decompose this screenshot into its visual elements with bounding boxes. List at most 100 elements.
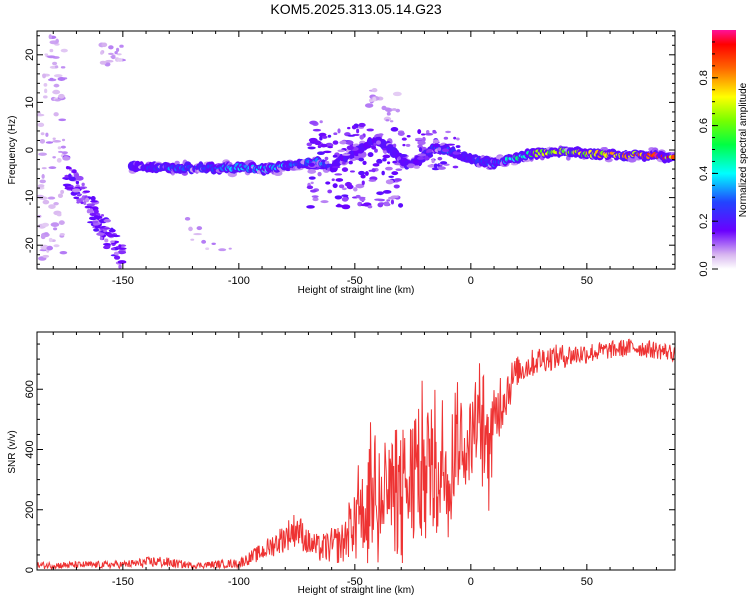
- heatmap-cell: [83, 190, 91, 193]
- heatmap-cell: [53, 202, 59, 206]
- heatmap-cell: [402, 143, 406, 147]
- x-tick-label: -150: [112, 275, 134, 287]
- heatmap-cell: [107, 52, 114, 55]
- heatmap-cell: [382, 154, 391, 159]
- heatmap-cell: [351, 125, 357, 130]
- heatmap-cell: [80, 201, 84, 205]
- heatmap-cell: [103, 229, 107, 233]
- heatmap-cell: [314, 140, 322, 146]
- heatmap-cell: [327, 146, 333, 149]
- colorbar-gradient: [712, 30, 736, 269]
- heatmap-cell: [108, 45, 114, 50]
- heatmap-cell: [73, 196, 80, 200]
- heatmap-cell: [371, 145, 377, 150]
- heatmap-cell: [52, 156, 56, 159]
- heatmap-cell: [379, 202, 385, 205]
- heatmap-cell: [386, 111, 391, 116]
- heatmap-cell: [346, 140, 354, 145]
- heatmap-cell: [319, 120, 323, 124]
- heatmap-cell: [417, 140, 426, 146]
- heatmap-cell: [41, 167, 47, 170]
- heatmap-cell: [111, 234, 121, 238]
- heatmap-cell: [397, 156, 402, 160]
- heatmap-cell: [118, 244, 122, 248]
- heatmap-cell: [92, 220, 99, 224]
- heatmap-cell: [332, 154, 338, 158]
- heatmap-cell: [81, 182, 85, 187]
- x-tick-label: -50: [347, 275, 363, 287]
- colorbar-tick-label: 0.8: [698, 70, 710, 85]
- heatmap-cell: [45, 132, 49, 138]
- heatmap-cell: [68, 173, 72, 179]
- heatmap-cell: [452, 165, 459, 169]
- heatmap-cell: [46, 245, 53, 251]
- heatmap-cell: [184, 217, 191, 221]
- heatmap-cell: [62, 183, 72, 187]
- heatmap-cell: [437, 166, 446, 170]
- heatmap-cell: [88, 216, 98, 221]
- heatmap-cell: [309, 120, 318, 125]
- heatmap-cell: [346, 145, 354, 151]
- heatmap-cell: [41, 222, 50, 227]
- heatmap-cell: [119, 44, 124, 48]
- heatmap-cell: [437, 156, 443, 161]
- heatmap-cell: [312, 197, 319, 202]
- heatmap-cell: [358, 157, 365, 162]
- heatmap-cell: [89, 208, 94, 214]
- heatmap-cell: [376, 158, 383, 164]
- heatmap-cell: [413, 165, 420, 169]
- heatmap-cell: [310, 189, 317, 193]
- heatmap-cell: [386, 161, 391, 165]
- heatmap-cell: [42, 254, 50, 258]
- heatmap-cell: [347, 134, 356, 137]
- heatmap-cell: [421, 133, 426, 136]
- heatmap-cell: [53, 244, 60, 248]
- snr-ylabel: SNR (v/v): [7, 430, 18, 473]
- heatmap-cell: [399, 153, 408, 158]
- heatmap-cell: [397, 131, 405, 136]
- x-tick-label: 50: [581, 576, 593, 588]
- heatmap-cell: [345, 181, 352, 187]
- heatmap-cell: [62, 156, 71, 161]
- heatmap-cell: [71, 169, 77, 174]
- heatmap-cell: [306, 142, 313, 147]
- heatmap-cell: [211, 242, 216, 246]
- y-tick-label: 10: [24, 96, 36, 108]
- heatmap-cell: [412, 160, 420, 164]
- heatmap-cell: [55, 38, 59, 44]
- figure-title: KOM5.2025.313.05.14.G23: [270, 1, 441, 17]
- heatmap-cell: [308, 176, 316, 180]
- heatmap-cell: [395, 168, 403, 171]
- heatmap-cell: [57, 146, 62, 150]
- heatmap-cell: [364, 171, 369, 176]
- heatmap-cell: [59, 232, 65, 236]
- heatmap-cell: [383, 201, 390, 207]
- heatmap-cell: [193, 233, 203, 236]
- heatmap-cell: [382, 148, 387, 151]
- y-tick-label: 0: [24, 147, 36, 153]
- x-tick-label: 0: [468, 576, 474, 588]
- colorbar: 0.0 0.2 0.4 0.6 0.8 Normalized spectral ampl…: [698, 30, 749, 277]
- heatmap-cell: [107, 234, 114, 238]
- heatmap-cell: [418, 147, 423, 153]
- heatmap-cell: [60, 189, 65, 195]
- snr-ticks: -150 -100 -50 0 50 0 200 400 600: [24, 332, 675, 588]
- heatmap-cell: [42, 95, 48, 99]
- heatmap-cell: [391, 108, 397, 111]
- y-tick-label: 400: [24, 440, 36, 458]
- heatmap-cell: [386, 199, 391, 202]
- x-tick-label: -150: [112, 576, 134, 588]
- heatmap-cell: [374, 148, 378, 153]
- heatmap-cell: [390, 195, 399, 199]
- heatmap-cell: [440, 161, 448, 165]
- heatmap-cell: [49, 48, 54, 53]
- heatmap-cell: [382, 157, 387, 162]
- heatmap-cell: [60, 48, 68, 53]
- heatmap-cell: [414, 137, 424, 140]
- heatmap-cell: [317, 151, 325, 155]
- heatmap-cell: [385, 179, 394, 185]
- heatmap-cell: [65, 165, 70, 170]
- heatmap-cell: [362, 160, 367, 165]
- heatmap-cell: [190, 238, 195, 241]
- heatmap-cell: [53, 112, 59, 117]
